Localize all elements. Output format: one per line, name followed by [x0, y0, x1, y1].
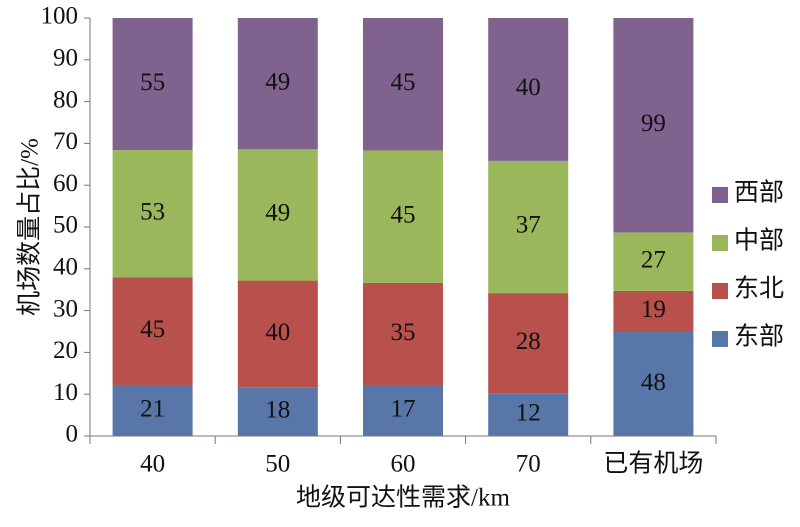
data-label: 99 [641, 110, 666, 137]
data-label: 40 [516, 74, 541, 101]
legend-swatch [712, 235, 728, 251]
bar-segment [613, 332, 694, 436]
data-label: 27 [641, 246, 666, 273]
bar-segment [613, 18, 694, 233]
bar-segment [112, 18, 193, 151]
bar-segment [237, 280, 318, 388]
data-label: 45 [391, 69, 416, 96]
x-tick-label: 50 [265, 451, 290, 478]
legend-label: 西部 [734, 179, 784, 207]
data-label: 48 [641, 369, 666, 396]
legend-swatch [712, 283, 728, 299]
x-tick-label: 70 [516, 451, 541, 478]
bar-segment [613, 232, 694, 291]
legend-swatch [712, 331, 728, 347]
bar-segment [363, 385, 443, 436]
bar-segment [237, 18, 318, 150]
bar-segment [488, 293, 569, 394]
data-label: 35 [391, 319, 416, 346]
data-label: 19 [641, 296, 666, 323]
x-axis-title: 地级可达性需求/km [296, 484, 510, 512]
bar-segment [488, 393, 569, 436]
y-tick-label: 80 [53, 86, 78, 113]
data-label: 45 [140, 316, 165, 343]
y-axis-title: 机场数量占比/% [16, 138, 44, 316]
y-tick-label: 40 [53, 254, 78, 281]
bar-segment [112, 150, 193, 278]
bar-segment [488, 160, 569, 294]
data-label: 49 [265, 68, 290, 95]
y-tick-label: 30 [53, 295, 78, 322]
bar-segment [488, 18, 569, 161]
y-tick-label: 90 [53, 45, 78, 72]
legend-label: 东北 [734, 275, 784, 303]
y-tick-label: 60 [53, 170, 78, 197]
y-tick-label: 50 [53, 212, 78, 239]
bar-segment [613, 290, 694, 333]
data-label: 37 [516, 212, 541, 239]
legend-swatch [712, 187, 728, 203]
data-label: 55 [140, 69, 165, 96]
data-label: 49 [265, 200, 290, 227]
legend-label: 东部 [734, 323, 784, 351]
x-tick-label: 60 [391, 451, 416, 478]
bar-segment [363, 150, 443, 283]
bar-segment [112, 277, 193, 386]
data-label: 40 [265, 319, 290, 346]
data-label: 53 [140, 199, 165, 226]
y-tick-label: 0 [66, 421, 79, 448]
data-label: 18 [265, 397, 290, 424]
x-tick-label: 40 [140, 451, 165, 478]
y-tick-label: 100 [41, 3, 79, 30]
data-label: 12 [516, 399, 541, 426]
legend-label: 中部 [734, 227, 784, 255]
y-tick-label: 70 [53, 128, 78, 155]
bar-segment [237, 149, 318, 281]
data-label: 45 [391, 201, 416, 228]
data-label: 28 [516, 328, 541, 355]
data-label: 21 [140, 396, 165, 423]
bar-segment [363, 282, 443, 386]
bar-segment [112, 385, 193, 436]
x-tick-label: 已有机场 [603, 450, 703, 478]
y-tick-label: 10 [53, 379, 78, 406]
data-label: 17 [391, 396, 416, 423]
bar-segment [237, 387, 318, 436]
y-tick-label: 20 [53, 337, 78, 364]
bar-segment [363, 18, 443, 151]
